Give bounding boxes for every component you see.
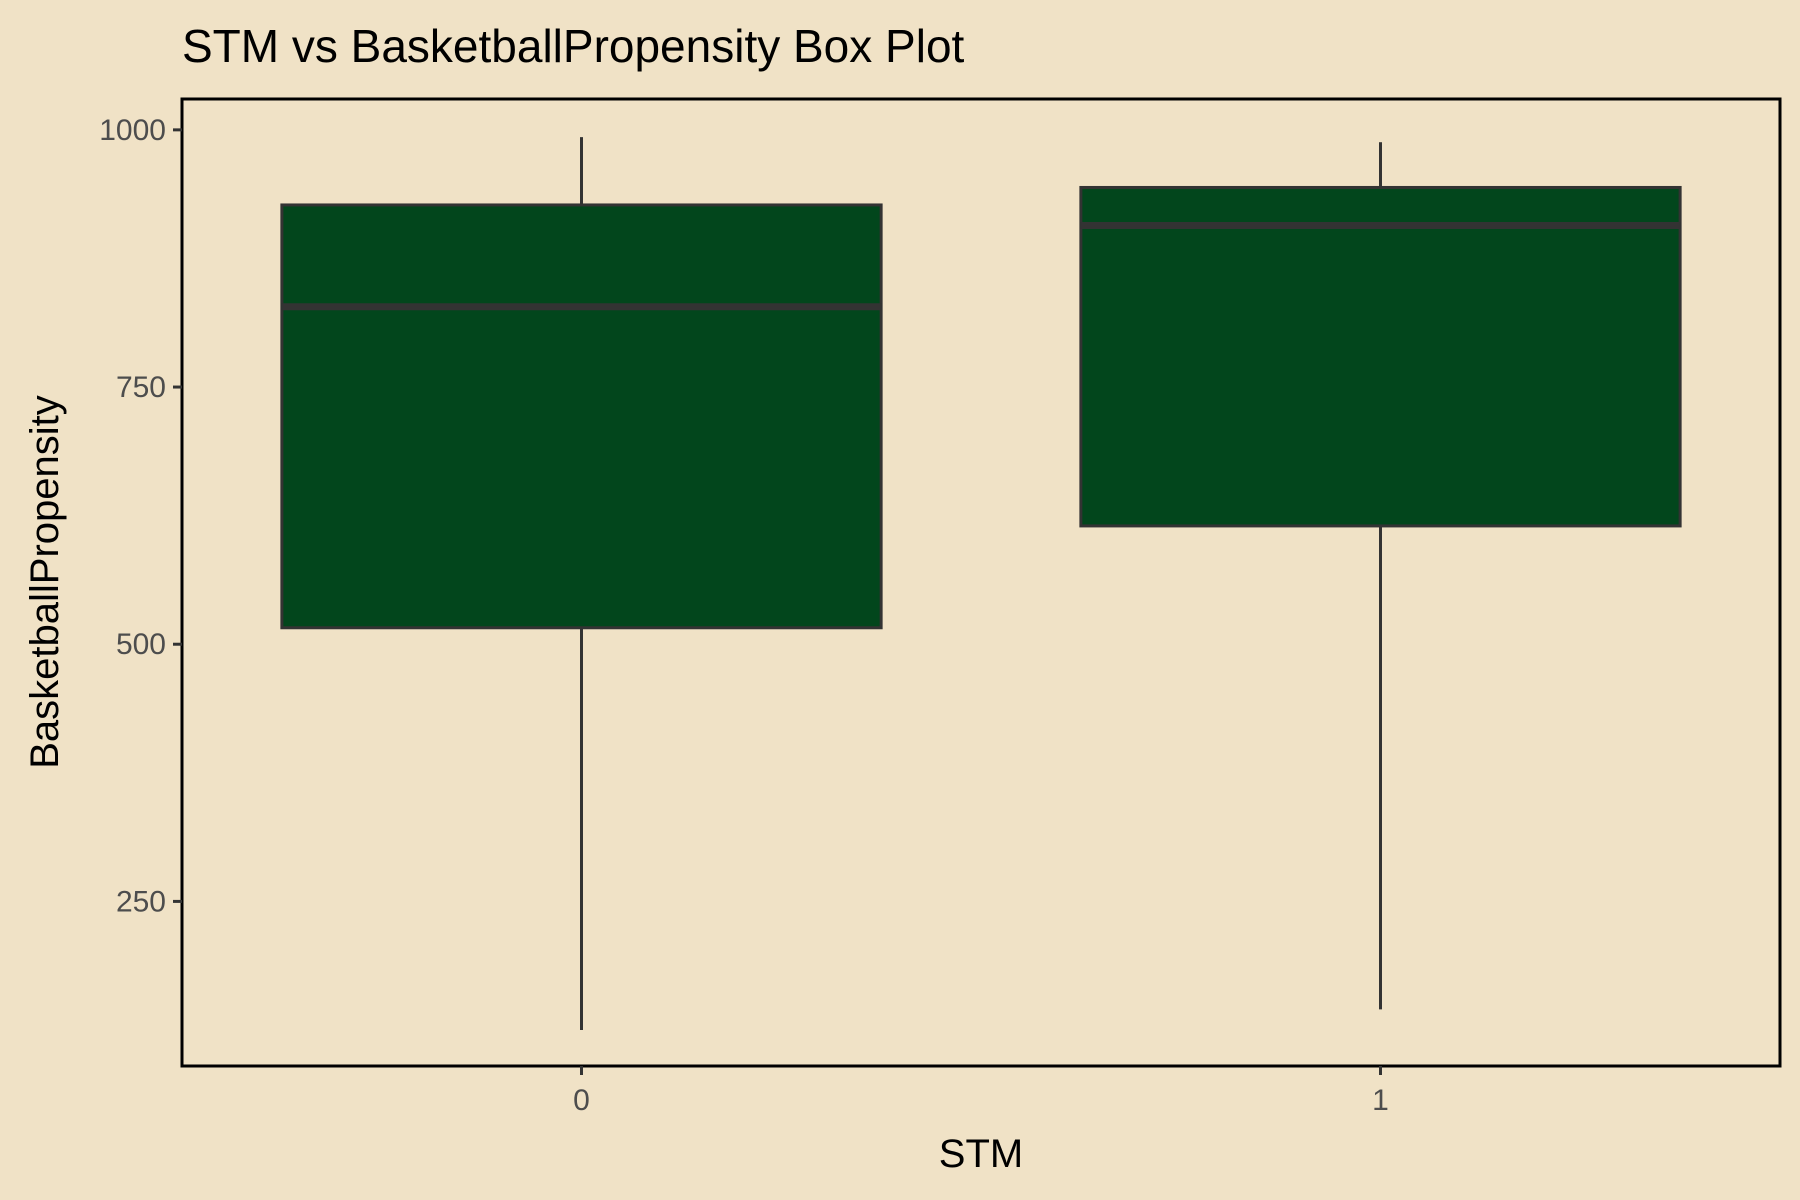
y-axis: 250 500 750 1000 — [99, 114, 182, 918]
y-tick-label-250: 250 — [116, 885, 166, 918]
box-0 — [280, 137, 883, 1030]
plot-marks — [280, 137, 1682, 1030]
y-tick-label-500: 500 — [116, 628, 166, 661]
box-body-1 — [1079, 185, 1682, 528]
x-tick-label-1: 1 — [1372, 1084, 1389, 1117]
chart-title: STM vs BasketballPropensity Box Plot — [182, 20, 965, 72]
y-tick-label-750: 750 — [116, 371, 166, 404]
x-axis-title: STM — [939, 1132, 1023, 1176]
panel-border — [180, 97, 1782, 1068]
box-body-0 — [280, 203, 883, 630]
y-tick-label-1000: 1000 — [99, 114, 166, 147]
y-axis-title: BasketballPropensity — [23, 395, 67, 769]
box-1 — [1079, 142, 1682, 1010]
x-tick-label-0: 0 — [573, 1084, 590, 1117]
